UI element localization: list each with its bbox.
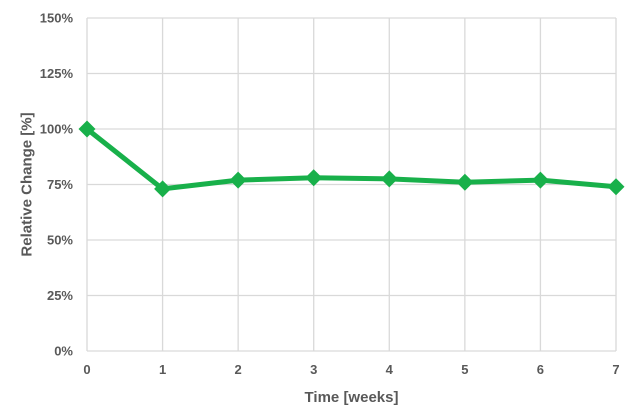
y-tick-label: 125% bbox=[40, 66, 74, 81]
data-point-marker bbox=[154, 180, 172, 198]
series-group bbox=[78, 120, 625, 198]
x-tick-label: 4 bbox=[386, 362, 394, 377]
y-tick-label: 25% bbox=[47, 288, 73, 303]
y-tick-label: 100% bbox=[40, 122, 74, 137]
x-tick-label: 0 bbox=[83, 362, 90, 377]
x-axis-ticks: 0 1 2 3 4 5 6 7 bbox=[83, 362, 619, 377]
x-tick-label: 2 bbox=[235, 362, 242, 377]
data-point-marker bbox=[531, 171, 549, 189]
data-point-marker bbox=[305, 169, 323, 187]
data-point-marker bbox=[78, 120, 96, 138]
data-point-marker bbox=[229, 171, 247, 189]
y-tick-label: 150% bbox=[40, 11, 74, 26]
y-axis-title: Relative Change [%] bbox=[18, 112, 35, 256]
y-tick-label: 50% bbox=[47, 233, 73, 248]
x-tick-label: 6 bbox=[537, 362, 544, 377]
x-tick-label: 5 bbox=[461, 362, 468, 377]
y-tick-label: 0% bbox=[54, 344, 73, 359]
x-tick-label: 1 bbox=[159, 362, 166, 377]
series-line bbox=[85, 127, 617, 192]
x-tick-label: 7 bbox=[612, 362, 619, 377]
data-point-marker bbox=[380, 170, 398, 188]
x-tick-label: 3 bbox=[310, 362, 317, 377]
y-tick-label: 75% bbox=[47, 177, 73, 192]
data-point-marker bbox=[456, 173, 474, 191]
data-point-marker bbox=[607, 178, 625, 196]
y-axis-ticks: 0% 25% 50% 75% 100% 125% 150% bbox=[40, 11, 74, 359]
x-axis-title: Time [weeks] bbox=[305, 389, 399, 405]
